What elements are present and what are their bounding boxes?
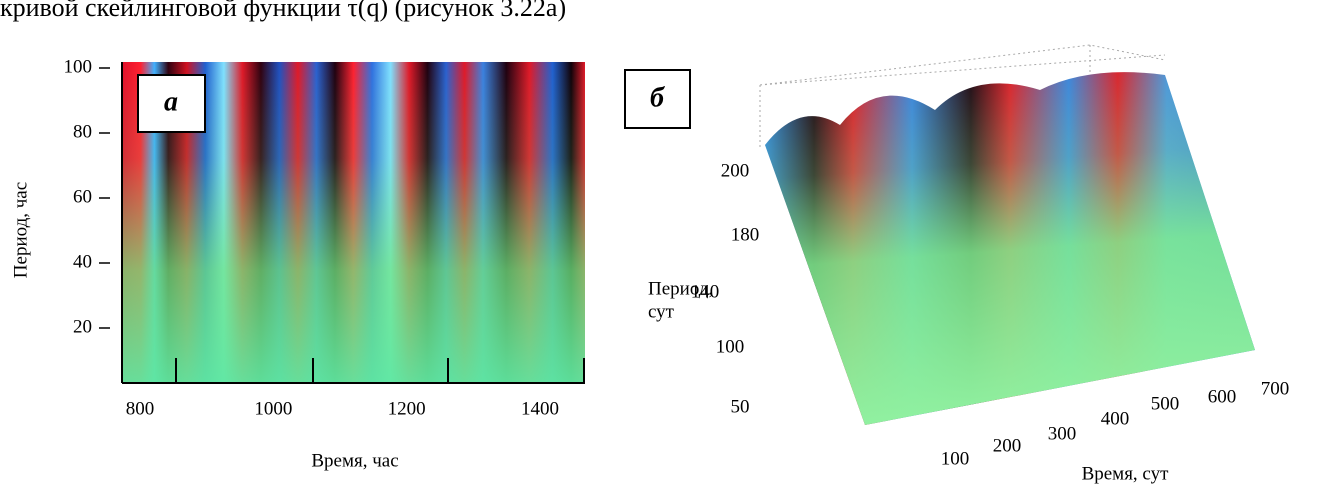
y-tick-label: 180 xyxy=(731,224,760,245)
y-tick-label: 80 xyxy=(73,121,92,142)
y-tick-label: 50 xyxy=(731,396,750,417)
y-tick-label: 100 xyxy=(64,56,93,77)
x-tick-label: 400 xyxy=(1101,408,1130,429)
y-axis-label: сут xyxy=(648,301,675,322)
panel-label: б xyxy=(650,82,665,113)
x-tick-label: 300 xyxy=(1048,423,1077,444)
y-tick-label: 20 xyxy=(73,316,92,337)
x-axis-label: Время, сут xyxy=(1082,463,1170,484)
y-tick-label: 100 xyxy=(716,336,745,357)
panel-b: б Период, сут Время, сут 200180140100501… xyxy=(625,45,1289,484)
x-tick-label: 800 xyxy=(126,398,155,419)
y-tick-label: 40 xyxy=(73,251,92,272)
x-tick-label: 1400 xyxy=(521,398,559,419)
y-tick-label: 200 xyxy=(721,160,750,181)
x-axis-label: Время, час xyxy=(311,450,398,471)
panel-a: а Время, час Период, час 100 80 60 40 20 800 1… xyxy=(10,56,585,471)
x-tick-label: 1000 xyxy=(254,398,292,419)
x-tick-label: 600 xyxy=(1208,386,1237,407)
y-tick-label: 140 xyxy=(691,281,720,302)
panel-label: а xyxy=(164,86,178,117)
x-tick-label: 700 xyxy=(1261,378,1290,399)
x-tick-label: 100 xyxy=(941,448,970,469)
x-tick-label: 500 xyxy=(1151,393,1180,414)
y-tick-label: 60 xyxy=(73,186,92,207)
text-line: кривой скейлинговой функции τ(q) (рисуно… xyxy=(0,0,566,22)
surface-overlay xyxy=(765,72,1255,425)
x-tick-label: 1200 xyxy=(388,398,426,419)
page: кривой скейлинговой функции τ(q) (рисуно… xyxy=(0,0,1317,488)
x-tick-label: 200 xyxy=(993,435,1022,456)
y-axis-label: Период, час xyxy=(10,182,31,278)
